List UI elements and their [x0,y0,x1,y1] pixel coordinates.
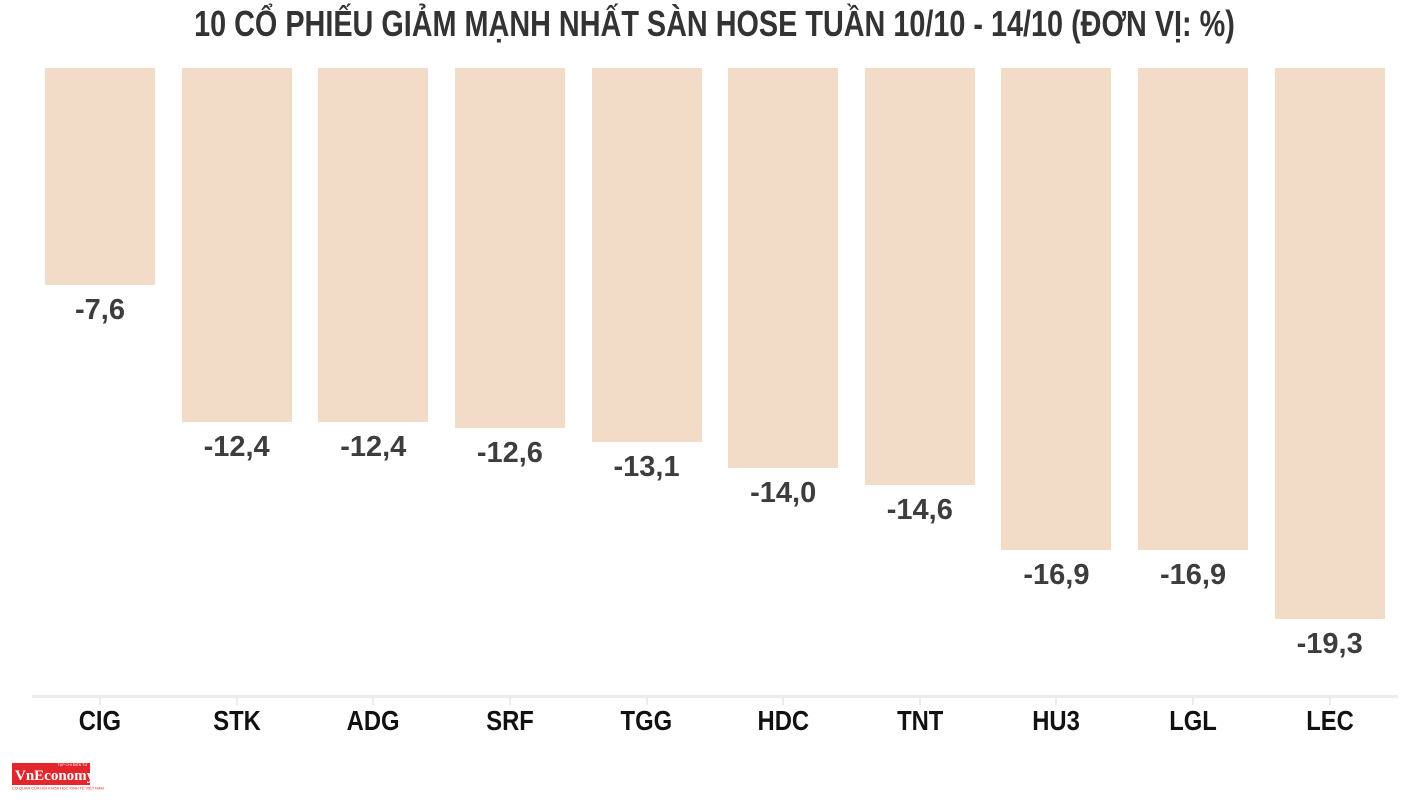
x-axis-tick [235,695,238,705]
x-axis-label-lgl: LGL [1125,705,1262,737]
logo-wordmark: VnEconomy [15,768,95,784]
x-axis-label-text: CIG [78,705,122,736]
bar-value-label: -14,0 [750,476,817,509]
bar-hdc [728,68,839,468]
x-axis-label-text: STK [212,705,261,736]
x-axis-tick [782,695,785,705]
vneconomy-logo-box: TẠP CHÍ ĐIỆN TỬ VnEconomy [12,763,94,785]
x-axis-label-text: HU3 [1032,705,1081,736]
bar-value-label: -19,3 [1296,628,1363,660]
x-axis-label-text: TGG [620,705,673,736]
x-axis-label-tgg: TGG [578,705,715,737]
bar-lgl [1138,68,1249,551]
x-axis-tick [645,695,648,705]
bar-value-label: -16,9 [1023,559,1090,592]
bar-srf [454,68,565,428]
x-axis-label-text: ADG [346,705,400,736]
bar-hu3 [1001,68,1112,551]
x-axis-label-text: HDC [757,705,809,736]
x-axis-label-text: SRF [486,705,534,736]
x-axis-tick [918,695,921,705]
x-axis-label-text: LGL [1169,705,1217,736]
bar-value-label: -7,6 [75,293,125,326]
bar-adg [318,68,429,423]
bar-lec [1274,68,1385,619]
x-axis-tick [508,695,511,705]
x-axis-line [31,695,1398,698]
x-axis-label-hdc: HDC [715,705,852,737]
bar-value-label: -13,1 [613,451,680,483]
x-axis-label-text: LEC [1305,705,1354,736]
vneconomy-logo: TẠP CHÍ ĐIỆN TỬ VnEconomy CƠ QUAN CỦA HỘ… [12,763,172,790]
x-axis-label-cig: CIG [32,705,169,737]
x-axis-label-text: TNT [896,705,943,736]
bar-value-label: -12,6 [476,436,543,469]
bar-value-label: -16,9 [1159,559,1227,592]
x-axis-label-srf: SRF [442,705,579,737]
bar-value-label: -12,4 [340,431,407,464]
x-axis-label-adg: ADG [305,705,442,737]
chart-title-text: 10 CỔ PHIẾU GIẢM MẠNH NHẤT SÀN HOSE TUẦN… [193,3,1235,44]
x-axis-label-tnt: TNT [851,705,988,737]
x-axis-tick [372,695,375,705]
bar-value-label: -12,4 [203,431,270,464]
chart-title: 10 CỔ PHIẾU GIẢM MẠNH NHẤT SÀN HOSE TUẦN… [0,2,1428,46]
x-axis-label-hu3: HU3 [988,705,1125,737]
x-axis-tick [99,695,101,705]
logo-tagline-bottom: CƠ QUAN CỦA HỘI KHOA HỌC KINH TẾ VIỆT NA… [12,786,104,791]
x-axis-tick [1055,695,1058,705]
x-axis-label-lec: LEC [1261,705,1398,737]
bar-tnt [864,68,975,485]
bar-tgg [591,68,702,442]
x-axis-tick [1328,695,1331,705]
x-axis-tick [1192,695,1195,705]
bar-stk [181,68,292,423]
bar-cig [45,68,155,285]
logo-tagline-top: TẠP CHÍ ĐIỆN TỬ [58,763,88,768]
x-axis-label-stk: STK [168,705,305,737]
bar-value-label: -14,6 [886,493,953,526]
